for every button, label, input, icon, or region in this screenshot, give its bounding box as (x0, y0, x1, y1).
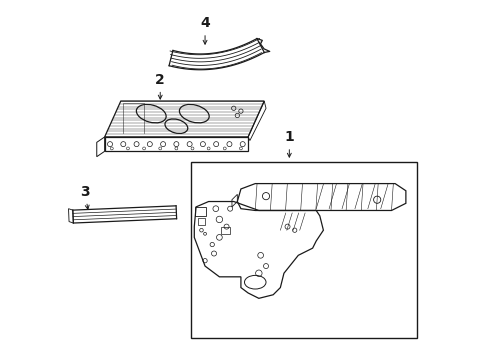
Text: 3: 3 (80, 185, 89, 209)
Bar (195, 207, 206, 216)
Text: 4: 4 (200, 16, 209, 44)
Bar (198, 219, 204, 225)
Text: 2: 2 (155, 73, 165, 99)
Text: 1: 1 (284, 130, 294, 157)
Bar (221, 226, 230, 234)
Bar (190, 162, 416, 338)
